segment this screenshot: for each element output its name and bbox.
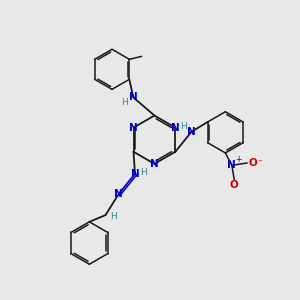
Text: O: O bbox=[248, 158, 257, 168]
Text: N: N bbox=[114, 189, 123, 199]
Text: H: H bbox=[140, 168, 147, 177]
Text: O: O bbox=[230, 180, 239, 190]
Text: N: N bbox=[187, 127, 196, 137]
Text: H: H bbox=[110, 212, 117, 221]
Text: H: H bbox=[122, 98, 128, 107]
Text: +: + bbox=[235, 155, 242, 164]
Text: H: H bbox=[180, 122, 187, 131]
Text: N: N bbox=[129, 123, 138, 133]
Text: N: N bbox=[130, 169, 140, 179]
Text: N: N bbox=[171, 123, 180, 133]
Text: N: N bbox=[150, 159, 159, 169]
Text: N: N bbox=[129, 92, 138, 102]
Text: N: N bbox=[227, 160, 236, 170]
Text: ⁻: ⁻ bbox=[257, 158, 262, 168]
